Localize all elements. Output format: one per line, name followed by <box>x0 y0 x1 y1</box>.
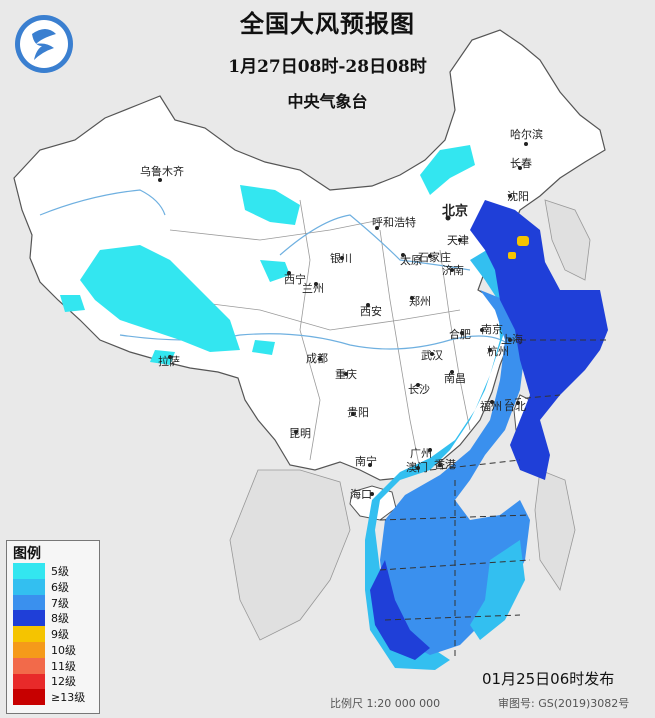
city-label: 天津 <box>447 234 469 247</box>
legend-swatch <box>13 594 45 611</box>
legend-rows: 5级 6级 7级 8级 9级 10级 11级 12级 ≥13级 <box>7 563 99 706</box>
city-label: 北京 <box>442 203 468 219</box>
legend-label: 6级 <box>51 580 69 594</box>
legend-row: 5级 <box>7 563 99 579</box>
legend-row: 7级 <box>7 594 99 611</box>
wind-level-6-south <box>470 540 525 640</box>
wind-level-9-patch-2 <box>508 252 516 259</box>
legend-label: 8级 <box>51 612 69 626</box>
wind-level-9-patch-1 <box>517 236 529 246</box>
legend-label: 10级 <box>51 643 76 657</box>
city-label: 长沙 <box>408 383 430 396</box>
city-label: 南昌 <box>444 372 466 385</box>
city-label: 兰州 <box>302 282 324 295</box>
legend-label: 11级 <box>51 659 76 673</box>
map-issuer: 中央气象台 <box>287 92 368 111</box>
city-label: 昆明 <box>289 427 311 440</box>
city-label: 海口 <box>350 487 372 501</box>
city-label: 西宁 <box>284 272 306 286</box>
legend-row: 12级 <box>7 673 99 690</box>
legend-title: 图例 <box>13 546 41 562</box>
city-label: 福州 <box>480 399 502 413</box>
legend-swatch <box>13 641 45 658</box>
wind-level-5-areas <box>60 145 475 365</box>
city-label: 西安 <box>360 304 382 318</box>
city-label: 南宁 <box>355 454 377 468</box>
wind-level-8-south <box>370 560 430 660</box>
legend-swatch <box>13 610 45 627</box>
city-label: 哈尔滨 <box>510 127 543 141</box>
cma-logo-icon <box>15 15 73 73</box>
legend: 图例 5级 6级 7级 8级 9级 10级 11级 12级 ≥13级 <box>6 540 100 714</box>
city-label: 合肥 <box>449 327 471 341</box>
city-label: 南京 <box>481 322 503 336</box>
city-label: 香港 <box>434 458 456 471</box>
legend-swatch <box>13 657 45 674</box>
legend-row: 8级 <box>7 610 99 627</box>
map-title: 全国大风预报图 <box>240 9 415 38</box>
city-label: 重庆 <box>335 367 357 381</box>
city-label: 太原 <box>400 254 422 267</box>
city-label: 银川 <box>330 251 352 265</box>
city-label: 广州 <box>410 447 432 460</box>
legend-label: 7级 <box>51 596 69 610</box>
sea-area-dividers <box>379 339 610 660</box>
city-label: 成都 <box>306 352 328 365</box>
city-label: 贵阳 <box>347 406 369 419</box>
city-label: 郑州 <box>409 294 431 308</box>
legend-row: 9级 <box>7 626 99 642</box>
city-label: 呼和浩特 <box>372 215 416 229</box>
wind-level-6-sea <box>365 245 510 670</box>
city-label: 乌鲁木齐 <box>140 164 184 178</box>
legend-row: 6级 <box>7 578 99 595</box>
legend-row: ≥13级 <box>7 689 99 706</box>
city-label: 台北 <box>504 399 526 413</box>
indochina-land <box>229 469 351 641</box>
legend-label: ≥13级 <box>51 691 86 705</box>
city-label: 武汉 <box>421 349 443 362</box>
legend-row: 10级 <box>7 641 99 658</box>
legend-label: 9级 <box>51 628 69 642</box>
approval-number: 审图号: GS(2019)3082号 <box>498 697 630 710</box>
korea-peninsula <box>544 199 591 281</box>
issued-time: 01月25日06时发布 <box>482 670 615 688</box>
legend-swatch <box>13 673 45 690</box>
legend-label: 5级 <box>51 564 69 578</box>
city-label: 上海 <box>501 332 523 346</box>
philippines-land <box>534 469 576 591</box>
city-markers: 乌鲁木齐 哈尔滨 长春 沈阳 呼和浩特 北京 天津 银川 太原 石家庄 济南 西… <box>140 127 543 501</box>
legend-swatch <box>13 563 45 579</box>
legend-swatch <box>13 626 45 642</box>
legend-row: 11级 <box>7 657 99 674</box>
legend-swatch <box>13 689 45 706</box>
city-label: 长春 <box>510 157 532 170</box>
city-label: 石家庄 <box>418 250 451 264</box>
city-label: 拉萨 <box>158 354 180 368</box>
city-label: 澳门 <box>406 460 428 474</box>
city-label: 沈阳 <box>507 189 529 203</box>
legend-label: 12级 <box>51 675 76 689</box>
wind-level-8-sea <box>470 200 608 480</box>
legend-swatch <box>13 578 45 595</box>
scale-text: 比例尺 1:20 000 000 <box>330 697 441 710</box>
province-borders <box>169 199 471 471</box>
map-time-range: 1月27日08时-28日08时 <box>228 57 427 77</box>
city-label: 济南 <box>442 263 464 277</box>
city-label: 杭州 <box>487 344 509 358</box>
